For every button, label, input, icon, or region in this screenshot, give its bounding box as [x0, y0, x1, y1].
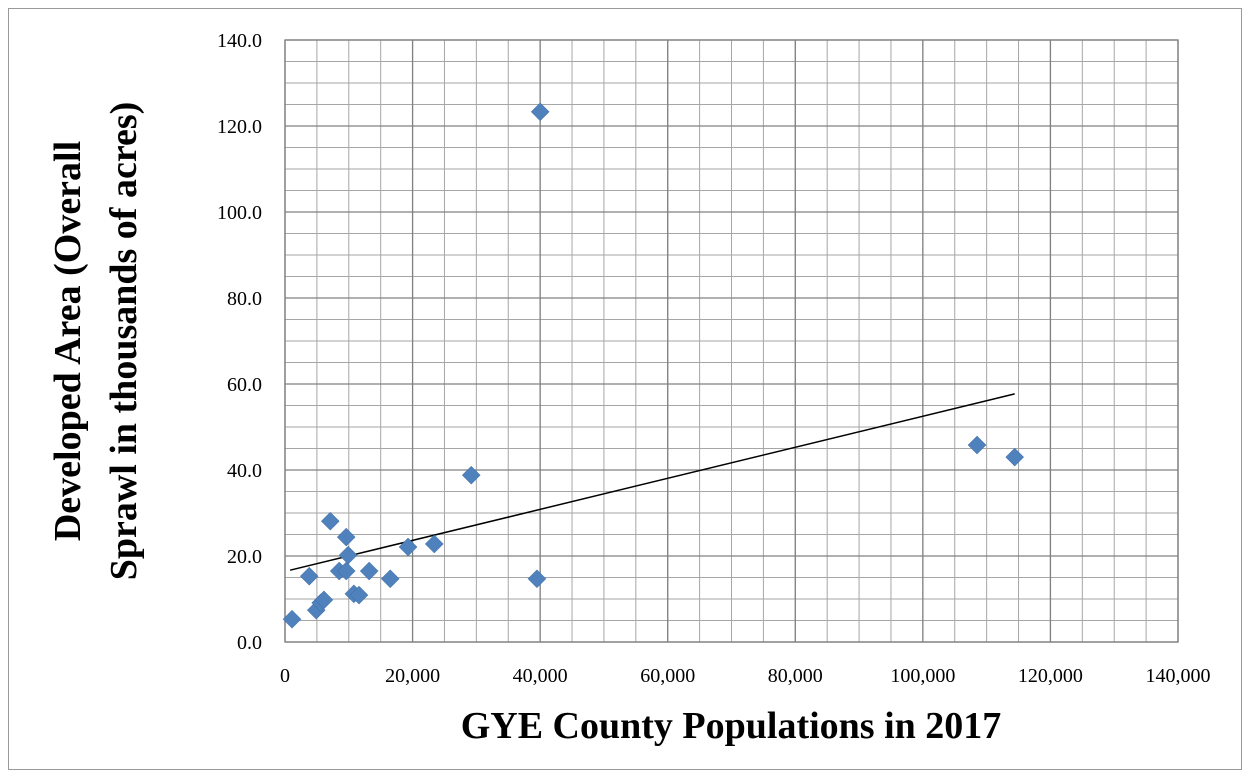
data-point [527, 569, 547, 589]
data-point [398, 537, 418, 557]
y-tick-label: 100.0 [217, 202, 262, 224]
y-tick-label: 80.0 [227, 288, 262, 310]
data-point [320, 511, 340, 531]
x-tick-label: 80,000 [768, 665, 823, 687]
data-point [349, 585, 369, 605]
y-tick-label: 40.0 [227, 460, 262, 482]
chart-border [8, 8, 1242, 770]
data-point [424, 534, 444, 554]
data-point [967, 435, 987, 455]
x-tick-label: 140,000 [1146, 665, 1211, 687]
data-point [1005, 447, 1025, 467]
plot-border [284, 39, 1179, 643]
data-point [338, 545, 358, 565]
x-axis-title: GYE County Populations in 2017 [461, 705, 1002, 747]
x-tick-label: 100,000 [890, 665, 955, 687]
y-tick-label: 120.0 [217, 116, 262, 138]
trendline [289, 393, 1015, 571]
data-point [530, 102, 550, 122]
data-point [314, 590, 334, 610]
y-tick-label: 140.0 [217, 30, 262, 52]
x-tick-label: 40,000 [513, 665, 568, 687]
data-point [380, 569, 400, 589]
data-point [461, 465, 481, 485]
x-tick-label: 0 [280, 665, 290, 687]
y-tick-label: 20.0 [227, 546, 262, 568]
data-point [336, 561, 356, 581]
grid [285, 40, 1178, 642]
x-tick-label: 20,000 [385, 665, 440, 687]
y-tick-label: 60.0 [227, 374, 262, 396]
x-tick-label: 120,000 [1018, 665, 1083, 687]
data-point [359, 561, 379, 581]
x-tick-label: 60,000 [640, 665, 695, 687]
y-axis-title: Developed Area (Overall [47, 141, 89, 541]
y-axis-title: Sprawl in thousands of acres) [103, 102, 145, 581]
data-point [336, 527, 356, 547]
y-tick-label: 0.0 [237, 632, 262, 654]
data-point [299, 566, 319, 586]
data-point [282, 609, 302, 629]
